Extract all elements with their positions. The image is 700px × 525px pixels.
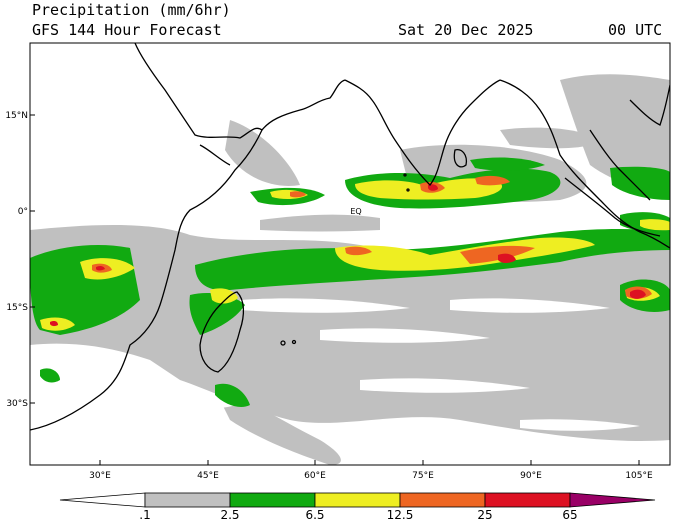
colorbar-label-4: 25: [477, 508, 493, 522]
lat-label-15s: 15°S: [6, 303, 28, 313]
colorbar-label-5: 65: [562, 508, 578, 522]
colorbar-segment-6: [569, 492, 656, 508]
lat-label-30s: 30°S: [6, 399, 28, 409]
lon-label-30e: 30°E: [89, 471, 111, 481]
colorbar-segment-5: [484, 492, 571, 508]
forecast-date: Sat 20 Dec 2025: [398, 21, 534, 39]
colorbar-segment-0: [59, 492, 146, 508]
map-frame: [29, 42, 671, 466]
lon-label-45e: 45°E: [197, 471, 219, 481]
precip-fields: [30, 74, 670, 465]
precip-red: [50, 184, 646, 327]
colorbar-segment-1: [144, 492, 231, 508]
lon-label-105e: 105°E: [625, 471, 653, 481]
colorbar-label-0: .1: [139, 508, 151, 522]
lon-label-60e: 60°E: [304, 471, 326, 481]
forecast-time: 00 UTC: [608, 21, 663, 39]
map-subtitle: GFS 144 Hour Forecast: [32, 21, 222, 39]
colorbar: [59, 492, 656, 508]
lat-tick-marks: [30, 114, 640, 465]
colorbar-label-3: 12.5: [386, 508, 414, 522]
map-title: Precipitation (mm/6hr): [32, 1, 231, 19]
equator-label: EQ: [350, 207, 361, 216]
coastlines: [30, 43, 670, 431]
lon-label-90e: 90°E: [520, 471, 542, 481]
colorbar-segment-2: [229, 492, 316, 508]
colorbar-label-1: 2.5: [220, 508, 240, 522]
lat-label-15n: 15°N: [5, 111, 28, 121]
colorbar-segment-4: [399, 492, 486, 508]
lon-label-75e: 75°E: [412, 471, 434, 481]
colorbar-segment-3: [314, 492, 401, 508]
colorbar-label-2: 6.5: [305, 508, 325, 522]
lat-label-eq: 0°: [18, 207, 28, 217]
